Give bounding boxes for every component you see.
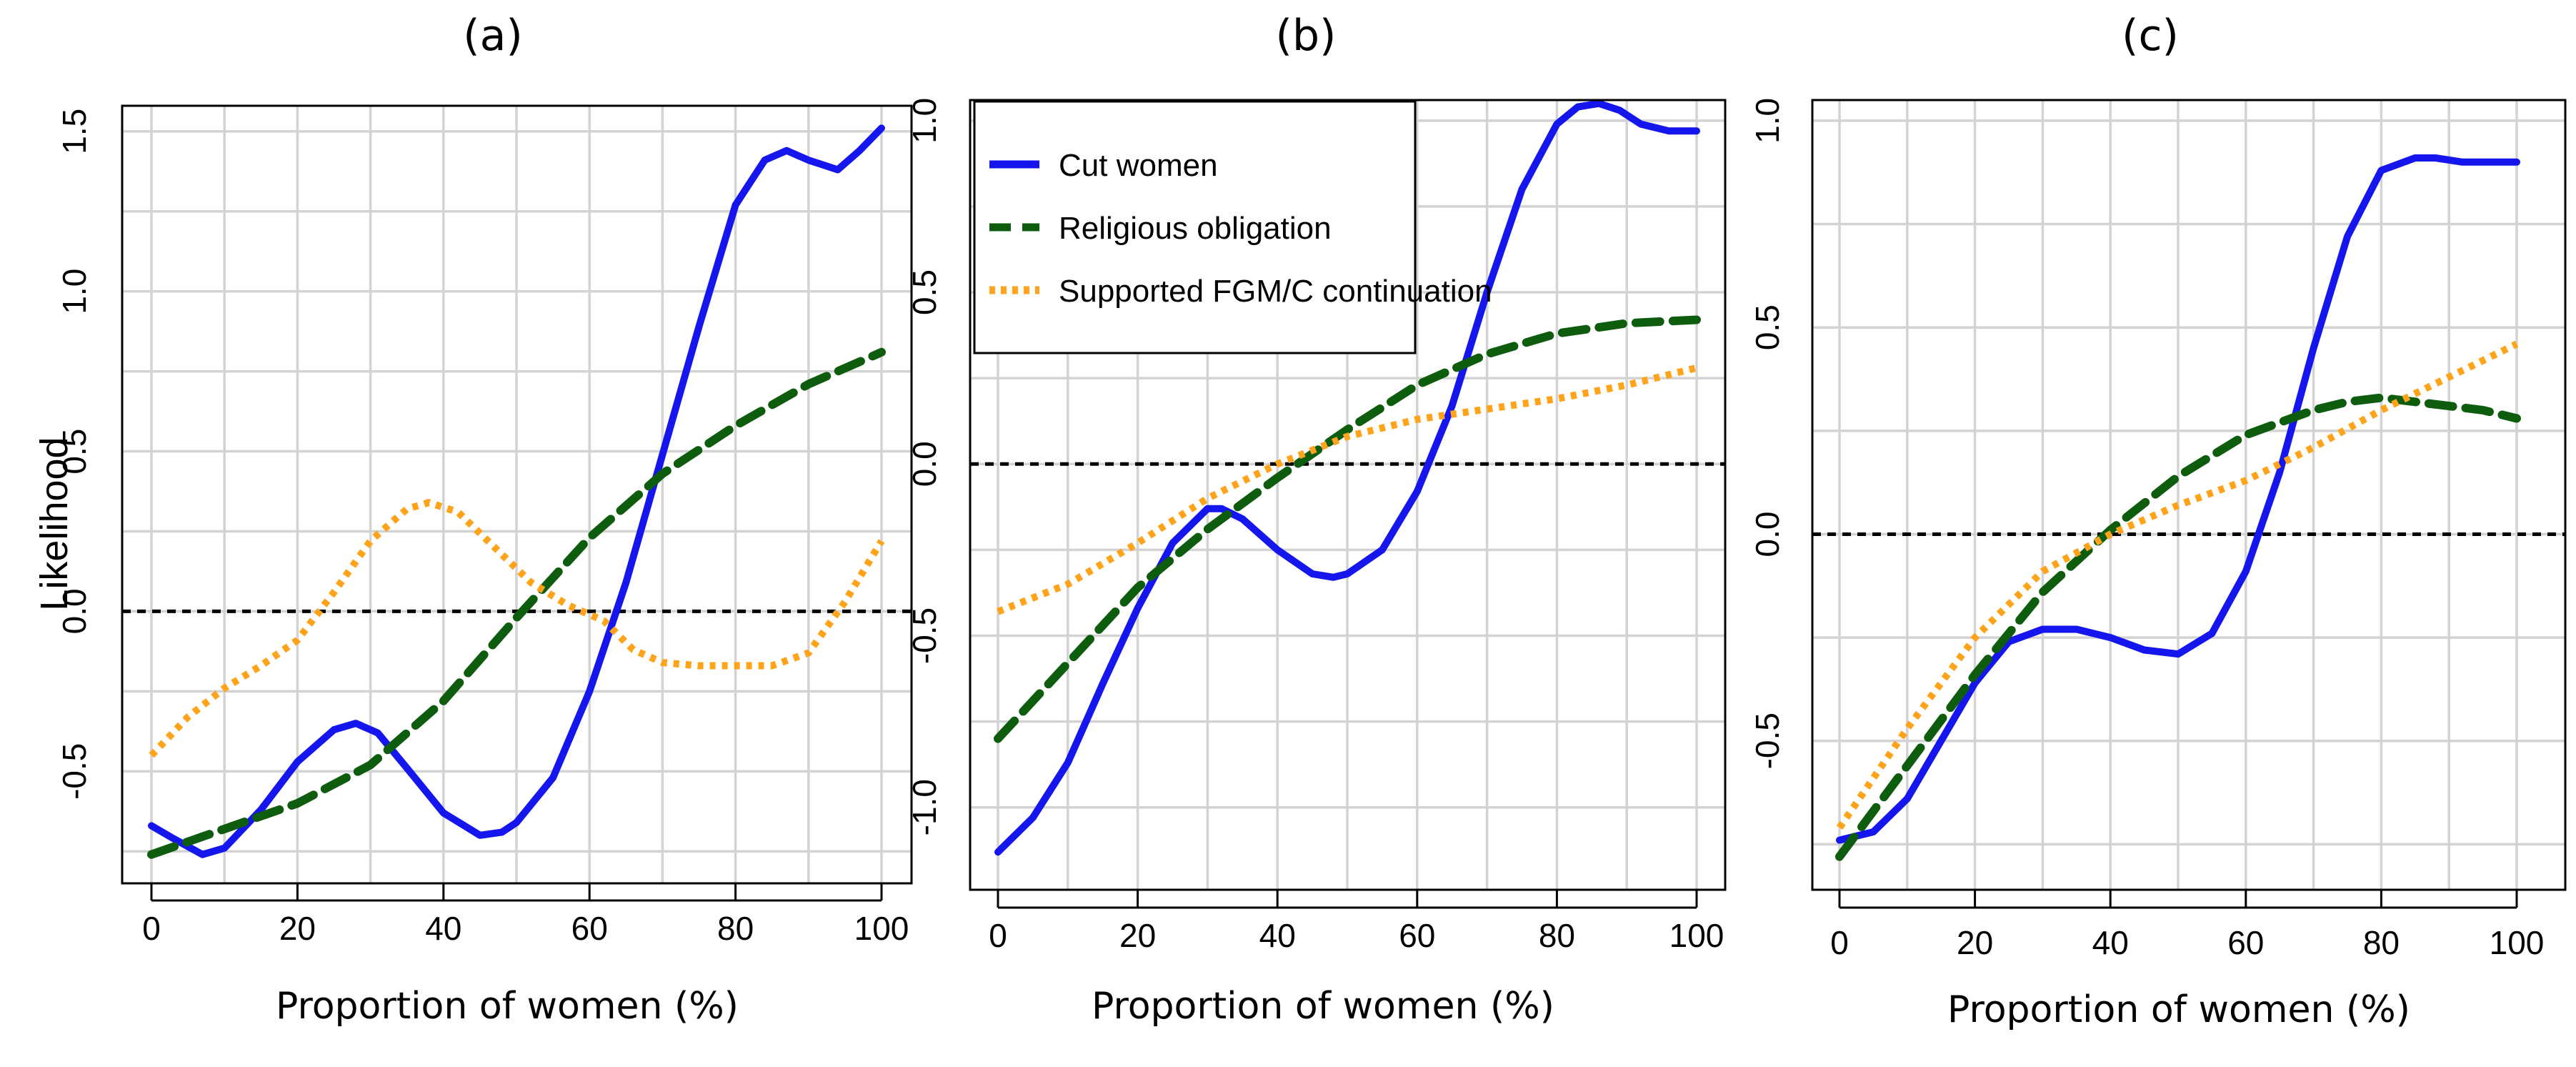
- series-line-cut-women: [994, 99, 1700, 856]
- x-tick-label: 60: [1399, 917, 1435, 954]
- x-tick-label: 100: [854, 910, 909, 947]
- y-tick-label: 0.5: [1749, 304, 1786, 350]
- series-line-cut-women: [1836, 154, 2520, 844]
- y-tick-label: 0.0: [906, 441, 943, 487]
- plot-frame: [1811, 99, 2567, 891]
- series-layer: [994, 99, 1701, 856]
- x-tick-label: 80: [1539, 917, 1575, 954]
- x-tick-label: 80: [717, 910, 754, 947]
- y-tick-label: 0.0: [56, 588, 93, 634]
- y-tick-label: 0.5: [56, 429, 93, 475]
- y-tick-label: 1.5: [56, 109, 93, 154]
- plot-frame: [969, 99, 1727, 891]
- y-axis-label: Likelihood: [33, 437, 76, 610]
- grid: [122, 106, 912, 883]
- y-axis: -0.5 0.0 0.5 1.0 1.5: [56, 109, 93, 800]
- x-axis: 0 20 40 60 80 100: [989, 890, 1724, 954]
- x-tick-label: 100: [2490, 924, 2545, 961]
- x-tick-label: 20: [1119, 917, 1156, 954]
- y-tick-label: 1.0: [56, 269, 93, 314]
- panel-title: (b): [1276, 11, 1337, 61]
- legend-box: [973, 100, 1417, 354]
- panel-a: (a) 0 20 40 60 80 100 -0.5 0.0 0.5 1.0 1.5 Propor…: [33, 11, 913, 1028]
- x-tick-label: 60: [571, 910, 608, 947]
- x-tick-label: 40: [425, 910, 461, 947]
- panel-title: (a): [463, 11, 523, 61]
- y-tick-label: -0.5: [906, 607, 943, 664]
- y-axis: -1.0 -0.5 0.0 0.5 1.0: [906, 98, 943, 836]
- legend-label-religious-obligation: Religious obligation: [1059, 211, 1332, 246]
- series-layer: [1835, 154, 2521, 861]
- x-axis-label: Proportion of women (%): [1947, 988, 2410, 1031]
- series-line-cut-women: [148, 124, 885, 858]
- y-tick-label: 0.5: [906, 269, 943, 315]
- x-tick-label: 40: [2092, 924, 2129, 961]
- x-axis: 0 20 40 60 80 100: [142, 883, 909, 947]
- y-axis: -0.5 0.0 0.5 1.0: [1749, 98, 1786, 769]
- series-layer: [147, 124, 886, 859]
- plot-frame: [121, 104, 913, 885]
- x-tick-label: 40: [1259, 917, 1296, 954]
- series-line-supported-fgm-c-continuation: [997, 364, 1698, 615]
- legend-label-cut-women: Cut women: [1059, 148, 1218, 183]
- x-tick-label: 0: [989, 917, 1007, 954]
- x-tick-label: 60: [2227, 924, 2264, 961]
- series-line-religious-obligation: [1835, 393, 2521, 861]
- x-tick-label: 0: [142, 910, 161, 947]
- panel-c: (c) 0 20 40 60 80 100 -0.5 0.0 0.5 1.0 Proportio…: [1749, 11, 2567, 1031]
- y-tick-label: -1.0: [906, 779, 943, 835]
- series-line-religious-obligation: [147, 347, 886, 859]
- panel-title: (c): [2122, 11, 2179, 61]
- x-tick-label: 0: [1830, 924, 1849, 961]
- y-tick-label: 1.0: [1749, 98, 1786, 144]
- x-tick-label: 80: [2363, 924, 2400, 961]
- y-tick-label: 1.0: [906, 98, 943, 144]
- x-axis-label: Proportion of women (%): [1092, 985, 1554, 1028]
- legend: Cut women Religious obligation Supported…: [973, 100, 1492, 354]
- x-axis-label: Proportion of women (%): [276, 985, 739, 1028]
- panel-b: (b) 0 20 40 60 80 100 -1.0 -0.5 0.0 0.5 1.0 Propo…: [906, 11, 1727, 1028]
- x-tick-label: 20: [279, 910, 316, 947]
- series-line-supported-fgm-c-continuation: [149, 499, 885, 758]
- legend-label-supported-continuation: Supported FGM/C continuation: [1059, 274, 1492, 309]
- x-axis: 0 20 40 60 80 100: [1830, 890, 2544, 961]
- series-line-supported-fgm-c-continuation: [1836, 340, 2519, 830]
- series-line-religious-obligation: [994, 315, 1701, 743]
- x-tick-label: 100: [1669, 917, 1724, 954]
- x-tick-label: 20: [1957, 924, 1993, 961]
- y-tick-label: -0.5: [1749, 713, 1786, 769]
- y-tick-label: 0.0: [1749, 512, 1786, 557]
- y-tick-label: -0.5: [56, 743, 93, 800]
